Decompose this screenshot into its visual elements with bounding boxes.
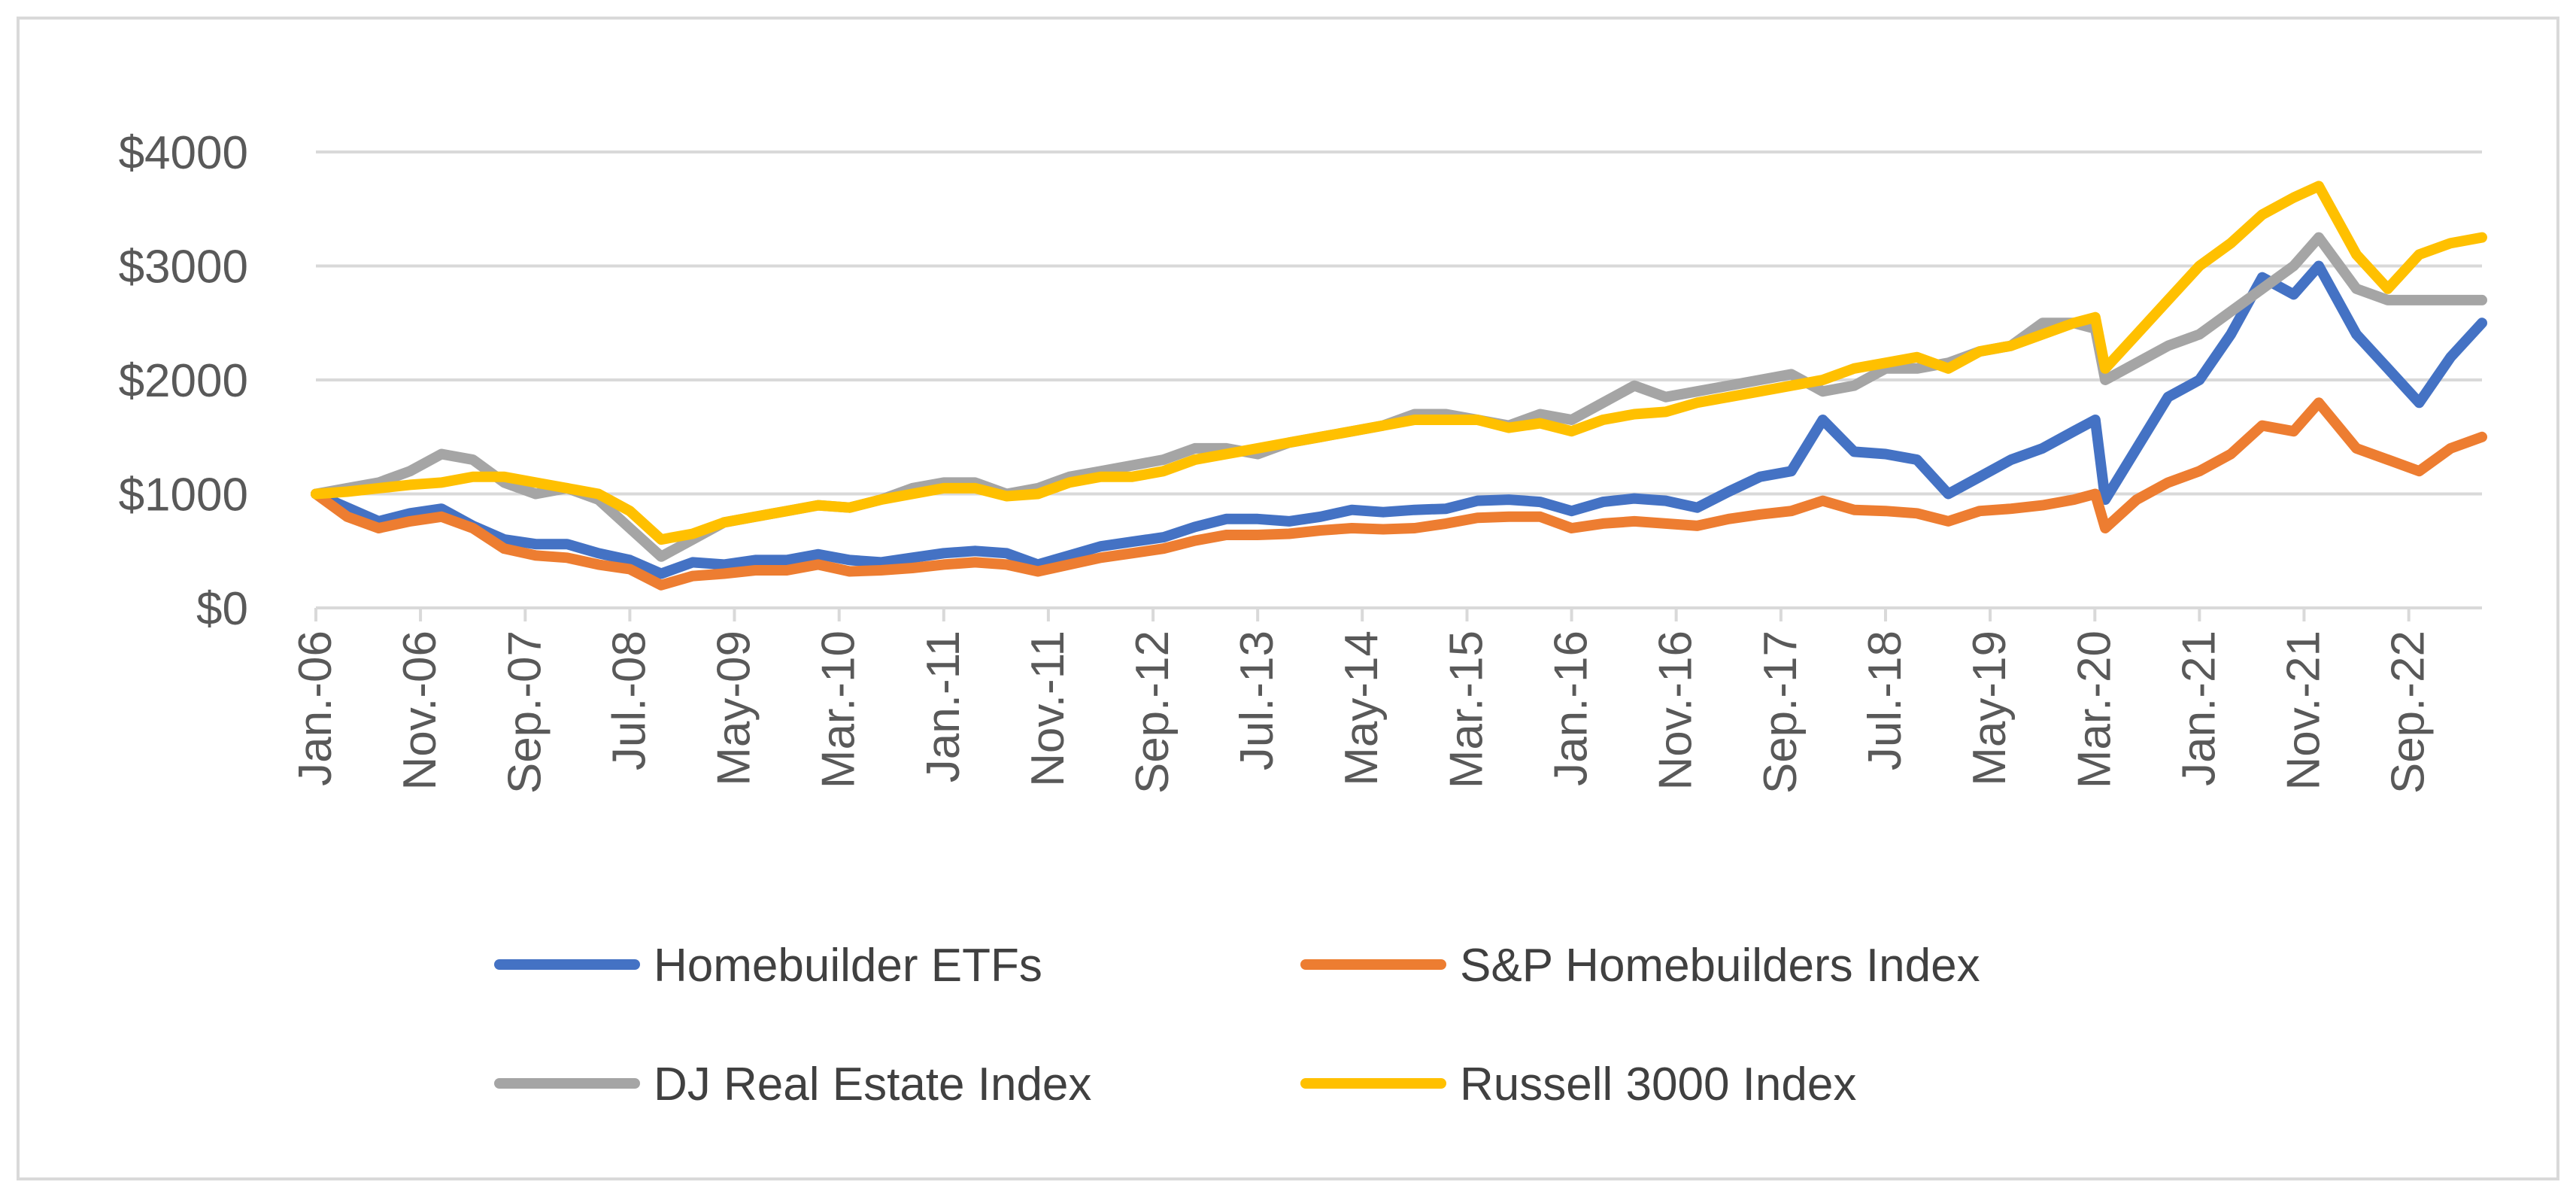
x-tick-label: Sep.-12 (1127, 630, 1179, 794)
chart-frame (17, 17, 2559, 1180)
x-tick-label: May-09 (708, 630, 760, 786)
y-tick-label: $2000 (119, 355, 248, 407)
y-tick-label: $4000 (119, 127, 248, 179)
x-tick-label: Jan.-21 (2173, 630, 2225, 786)
series-line-russell-3000-index (311, 181, 2487, 545)
x-tick-label: Jan.-16 (1546, 630, 1597, 786)
series-line-dj-real-estate-index (311, 232, 2487, 562)
x-tick-label: May-14 (1336, 630, 1388, 786)
series-line-homebuilder-etfs (311, 260, 2487, 579)
x-tick-label: Sep.-17 (1755, 630, 1807, 794)
x-tick-label: Mar.-15 (1440, 630, 1492, 788)
x-tick-label: Nov.-16 (1650, 630, 1702, 791)
series-line-s-p-homebuilders-index (311, 397, 2487, 591)
x-axis (314, 606, 2482, 621)
series-lines (311, 181, 2487, 591)
gridlines (316, 150, 2482, 496)
x-tick-label: Sep.-22 (2383, 630, 2435, 794)
x-tick-label: Nov.-06 (394, 630, 446, 791)
legend-label-russell-3000-index: Russell 3000 Index (1460, 1059, 1856, 1110)
x-tick-label: Jul.-18 (1859, 630, 1911, 770)
x-tick-label: Nov.-11 (1022, 630, 1074, 787)
legend: Homebuilder ETFs S&P Homebuilders Index DJ… (494, 940, 1980, 1110)
y-tick-label: $3000 (119, 242, 248, 293)
legend-label-dj-real-estate-index: DJ Real Estate Index (654, 1059, 1091, 1110)
x-tick-label: Jan.-06 (290, 630, 341, 786)
x-tick-label: Jul.-08 (603, 630, 655, 770)
x-tick-label: Mar.-10 (813, 630, 865, 788)
legend-label-homebuilder-etfs: Homebuilder ETFs (654, 940, 1042, 992)
y-tick-label: $1000 (119, 469, 248, 521)
x-tick-label: Nov.-21 (2277, 630, 2329, 791)
legend-label-s-p-homebuilders-index: S&P Homebuilders Index (1460, 940, 1980, 992)
x-tick-label: Sep.-07 (499, 630, 551, 794)
x-tick-label: Jan.-11 (918, 630, 969, 782)
x-tick-label: May-19 (1964, 630, 2016, 786)
x-axis-tick-labels: Jan.-06 Nov.-06 Sep.-07 Jul.-08 May-09 Mar.-1… (290, 630, 2435, 794)
x-tick-label: Jul.-13 (1231, 630, 1283, 770)
y-tick-label: $0 (196, 583, 248, 635)
x-tick-label: Mar.-20 (2068, 630, 2120, 788)
y-axis-tick-labels: $0 $1000 $2000 $3000 $4000 (119, 127, 248, 635)
